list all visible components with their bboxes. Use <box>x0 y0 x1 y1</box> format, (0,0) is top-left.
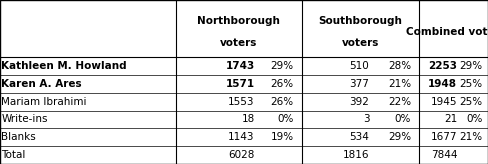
Text: Total: Total <box>1 150 26 160</box>
Text: 0%: 0% <box>394 114 411 124</box>
Text: 26%: 26% <box>271 97 294 107</box>
Text: 29%: 29% <box>388 132 411 142</box>
Text: 1816: 1816 <box>343 150 369 160</box>
Text: Kathleen M. Howland: Kathleen M. Howland <box>1 61 127 71</box>
Text: 1571: 1571 <box>225 79 255 89</box>
Text: Karen A. Ares: Karen A. Ares <box>1 79 82 89</box>
Text: Northborough: Northborough <box>197 16 280 26</box>
Text: 21: 21 <box>444 114 457 124</box>
Text: 25%: 25% <box>460 97 483 107</box>
Text: 21%: 21% <box>460 132 483 142</box>
Text: 1553: 1553 <box>228 97 255 107</box>
Text: 21%: 21% <box>388 79 411 89</box>
Text: 6028: 6028 <box>228 150 255 160</box>
Text: 1945: 1945 <box>431 97 457 107</box>
Text: 19%: 19% <box>271 132 294 142</box>
Text: 534: 534 <box>349 132 369 142</box>
Text: Southborough: Southborough <box>318 16 402 26</box>
Text: 0%: 0% <box>466 114 483 124</box>
Text: 3: 3 <box>363 114 369 124</box>
Text: Blanks: Blanks <box>1 132 36 142</box>
Text: Combined votes: Combined votes <box>406 27 488 37</box>
Text: 1143: 1143 <box>228 132 255 142</box>
Text: voters: voters <box>220 38 257 48</box>
Text: voters: voters <box>342 38 379 48</box>
Text: Mariam Ibrahimi: Mariam Ibrahimi <box>1 97 87 107</box>
Text: 28%: 28% <box>388 61 411 71</box>
Text: 7844: 7844 <box>431 150 457 160</box>
Text: 26%: 26% <box>271 79 294 89</box>
Text: 1743: 1743 <box>225 61 255 71</box>
Text: 25%: 25% <box>460 79 483 89</box>
Text: 0%: 0% <box>277 114 294 124</box>
Text: 29%: 29% <box>460 61 483 71</box>
Text: 510: 510 <box>350 61 369 71</box>
Text: 1677: 1677 <box>431 132 457 142</box>
Text: 29%: 29% <box>271 61 294 71</box>
Text: 18: 18 <box>242 114 255 124</box>
Text: 2253: 2253 <box>428 61 457 71</box>
Text: Write-ins: Write-ins <box>1 114 48 124</box>
Text: 392: 392 <box>349 97 369 107</box>
Text: 22%: 22% <box>388 97 411 107</box>
Text: 377: 377 <box>349 79 369 89</box>
Text: 1948: 1948 <box>428 79 457 89</box>
